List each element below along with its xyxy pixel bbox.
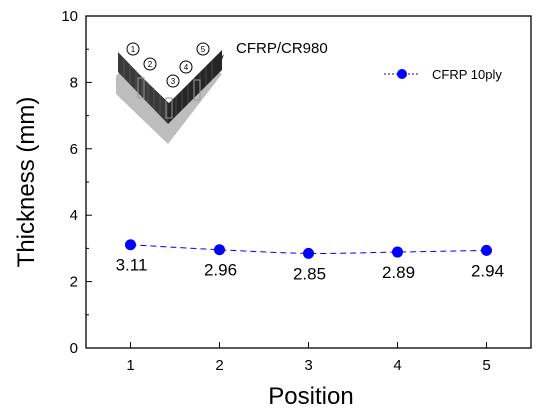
y-tick-label: 0 xyxy=(70,340,78,357)
position-marker-label: 5 xyxy=(201,45,206,54)
position-marker-label: 4 xyxy=(184,63,189,72)
position-marker-label: 2 xyxy=(148,60,153,69)
x-tick-label: 3 xyxy=(304,357,312,374)
legend: CFRP 10ply xyxy=(384,67,502,82)
x-axis-label: Position xyxy=(268,383,353,410)
data-label: 2.89 xyxy=(382,263,415,282)
y-axis-ticks: 0 2 4 6 8 10 xyxy=(61,8,92,357)
series-data-labels: 3.11 2.96 2.85 2.89 2.94 xyxy=(116,256,504,284)
data-point xyxy=(125,239,136,251)
x-axis-ticks: 1 2 3 4 5 xyxy=(126,342,491,374)
y-tick-label: 2 xyxy=(70,274,78,291)
data-point xyxy=(392,246,403,258)
legend-label: CFRP 10ply xyxy=(432,67,502,82)
x-tick-label: 4 xyxy=(393,357,401,374)
x-tick-label: 2 xyxy=(215,357,223,374)
legend-marker xyxy=(397,69,407,79)
y-tick-label: 10 xyxy=(61,8,78,25)
position-marker xyxy=(166,74,180,88)
position-marker-label: 1 xyxy=(131,45,136,54)
x-tick-label: 1 xyxy=(126,357,134,374)
specimen-title: CFRP/CR980 xyxy=(236,40,328,57)
position-marker xyxy=(126,42,140,56)
data-label: 2.85 xyxy=(293,264,326,283)
y-tick-label: 6 xyxy=(70,141,78,158)
position-marker xyxy=(143,57,157,71)
data-point xyxy=(214,244,225,256)
data-point xyxy=(303,247,314,259)
x-tick-label: 5 xyxy=(482,357,490,374)
specimen-inset-image xyxy=(116,50,224,144)
y-tick-label: 8 xyxy=(70,74,78,91)
position-marker xyxy=(179,60,193,74)
data-label: 3.11 xyxy=(116,256,148,275)
series-points xyxy=(125,239,492,259)
position-marker-label: 3 xyxy=(171,77,176,86)
y-axis-label: Thickness (mm) xyxy=(13,97,40,268)
data-point xyxy=(481,244,492,256)
position-marker xyxy=(196,42,210,56)
y-tick-label: 4 xyxy=(70,207,78,224)
position-markers: 1 2 34 5 xyxy=(126,42,210,88)
data-label: 2.96 xyxy=(204,261,237,280)
data-label: 2.94 xyxy=(471,261,504,280)
